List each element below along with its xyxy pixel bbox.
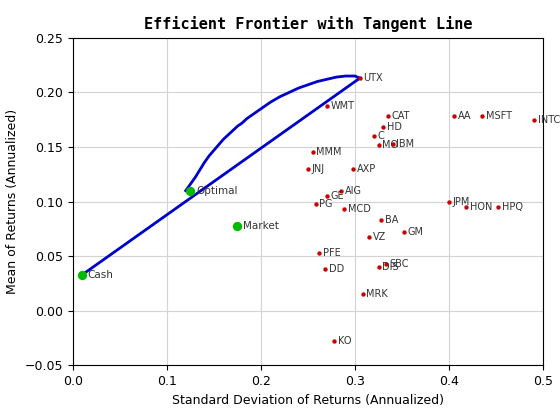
Text: DD: DD [329, 264, 344, 274]
Text: MSFT: MSFT [486, 111, 512, 121]
Text: INTC: INTC [538, 115, 560, 125]
Text: PG: PG [319, 199, 333, 209]
Point [374, 142, 383, 148]
Point [379, 124, 388, 131]
Text: JNJ: JNJ [312, 164, 325, 174]
Text: GM: GM [408, 227, 424, 237]
Text: VZ: VZ [373, 231, 386, 241]
Point [374, 264, 383, 270]
Text: UTX: UTX [363, 73, 383, 83]
Point [388, 140, 397, 147]
Point [370, 133, 379, 139]
Point [315, 249, 324, 256]
Point [493, 204, 502, 210]
X-axis label: Standard Deviation of Returns (Annualized): Standard Deviation of Returns (Annualize… [172, 394, 444, 407]
Point [445, 198, 454, 205]
Point [311, 200, 320, 207]
Text: Cash: Cash [88, 270, 114, 280]
Text: C: C [377, 131, 384, 141]
Text: AXP: AXP [357, 164, 376, 174]
Text: GE: GE [330, 191, 344, 201]
Text: AA: AA [458, 111, 471, 121]
Point [320, 266, 329, 273]
Point [78, 271, 87, 278]
Point [337, 187, 346, 194]
Point [330, 338, 339, 345]
Text: CAT: CAT [392, 111, 410, 121]
Point [461, 204, 470, 210]
Point [323, 193, 332, 199]
Text: AIG: AIG [345, 186, 362, 196]
Y-axis label: Mean of Returns (Annualized): Mean of Returns (Annualized) [6, 109, 19, 294]
Point [186, 187, 195, 194]
Point [323, 102, 332, 109]
Point [349, 165, 358, 172]
Text: MRK: MRK [366, 289, 388, 299]
Point [308, 149, 317, 156]
Point [365, 233, 374, 240]
Point [399, 229, 408, 236]
Point [529, 116, 538, 123]
Text: WMT: WMT [330, 100, 354, 110]
Text: IBM: IBM [396, 139, 414, 149]
Text: DIS: DIS [382, 262, 399, 272]
Text: MO: MO [382, 140, 399, 150]
Text: Market: Market [243, 220, 279, 231]
Text: KO: KO [338, 336, 352, 346]
Point [339, 206, 348, 213]
Point [233, 222, 242, 229]
Text: MMM: MMM [316, 147, 342, 158]
Point [449, 113, 458, 120]
Point [304, 165, 312, 172]
Text: HD: HD [387, 122, 402, 132]
Point [478, 113, 487, 120]
Point [355, 75, 364, 81]
Text: HON: HON [470, 202, 492, 212]
Title: Efficient Frontier with Tangent Line: Efficient Frontier with Tangent Line [144, 16, 472, 32]
Point [377, 217, 386, 223]
Text: MCD: MCD [348, 204, 370, 214]
Text: PFE: PFE [323, 248, 341, 258]
Point [358, 291, 367, 298]
Text: HPQ: HPQ [502, 202, 523, 212]
Text: BA: BA [385, 215, 399, 225]
Point [384, 113, 393, 120]
Point [381, 260, 390, 267]
Text: JPM: JPM [453, 197, 470, 207]
Text: SBC: SBC [390, 259, 409, 269]
Text: Optimal: Optimal [196, 186, 237, 196]
